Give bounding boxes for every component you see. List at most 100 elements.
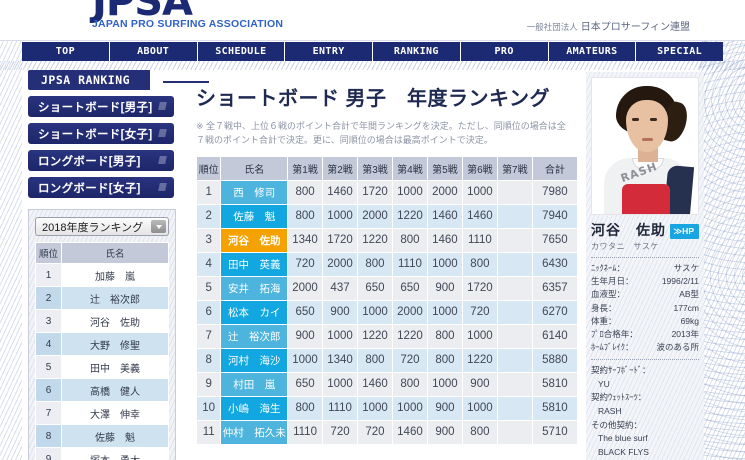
athlete-name-cell[interactable]: 河村 海沙	[220, 347, 289, 373]
heat-score-cell: 1220	[461, 347, 498, 373]
profile-field-value: 波のある所	[656, 342, 699, 353]
nav-item-ranking[interactable]: RANKING	[373, 42, 461, 61]
rank-cell: 7	[195, 323, 222, 349]
athlete-name-cell[interactable]: 西 修司	[220, 179, 289, 205]
sidebar-name-cell[interactable]: 大澤 伸幸	[61, 401, 169, 425]
sidebar-category-button-4[interactable]: ロングボード[女子]	[28, 177, 174, 198]
sidebar-table-row[interactable]: 8 佐藤 魁	[35, 424, 169, 448]
profile-name-bar: 河谷 佐助 ≫HP	[591, 220, 699, 240]
sidebar-table-row[interactable]: 7 大澤 伸幸	[35, 401, 169, 425]
site-logo[interactable]: JPSA JAPAN PRO SURFING ASSOCIATION	[92, 0, 283, 30]
athlete-name-cell[interactable]: 河谷 佐助	[220, 227, 289, 253]
nav-item-about[interactable]: ABOUT	[110, 42, 198, 61]
sidebar-table-row[interactable]: 4 大野 修聖	[35, 332, 169, 356]
total-score-cell: 5810	[531, 371, 579, 397]
table-row[interactable]: 2 佐藤 魁 800 1000 2000 1220 1460 1460 7940	[195, 203, 579, 229]
homepage-link-button[interactable]: ≫HP	[670, 224, 699, 239]
sidebar-name-cell[interactable]: 高橋 健人	[61, 378, 169, 402]
heat-score-cell: 900	[287, 323, 324, 349]
profile-contract-label: その他契約：	[591, 419, 643, 430]
sidebar-name-cell[interactable]: 大野 修聖	[61, 332, 169, 356]
nav-item-schedule[interactable]: SCHEDULE	[198, 42, 286, 61]
year-select-value: 2018年度ランキング	[42, 221, 144, 234]
sidebar-name-cell[interactable]: 辻 裕次郎	[61, 286, 169, 310]
heat-score-cell: 1720	[461, 275, 498, 301]
nav-item-pro[interactable]: PRO	[461, 42, 549, 61]
profile-contract-value: BLACK FLYS	[598, 446, 649, 457]
sidebar-name-cell[interactable]: 塚本 勇太	[61, 447, 169, 460]
heat-score-cell: 720	[391, 347, 428, 373]
total-score-cell: 7980	[531, 179, 579, 205]
athlete-name-cell[interactable]: 佐藤 魁	[220, 203, 289, 229]
athlete-name-cell[interactable]: 仲村 拓久未	[220, 419, 289, 445]
athlete-name-cell[interactable]: 小嶋 海生	[220, 395, 289, 421]
table-row[interactable]: 8 河村 海沙 1000 1340 800 720 800 1220 5880	[195, 347, 579, 373]
athlete-name-cell[interactable]: 安井 拓海	[220, 275, 289, 301]
heat-score-cell: 800	[391, 227, 428, 253]
heat-score-cell	[496, 179, 533, 205]
profile-contract-value: RASH	[598, 405, 622, 416]
wetsuit-red-panel	[622, 184, 670, 214]
chevron-down-icon[interactable]	[151, 220, 166, 233]
athlete-name-cell[interactable]: 辻 裕次郎	[220, 323, 289, 349]
ranking-note: ※ 全７戦中、上位６戦のポイント合計で年間ランキングを決定。ただし、同順位の場合…	[196, 121, 566, 145]
heat-score-cell: 900	[461, 371, 498, 397]
nav-item-special[interactable]: SPECIAL	[657, 46, 703, 57]
nav-wave-decoration	[0, 61, 745, 70]
heat-score-cell: 720	[322, 419, 358, 445]
heat-score-cell	[496, 203, 533, 229]
heat-score-cell: 1220	[357, 323, 393, 349]
heat-score-cell: 2000	[391, 299, 428, 325]
heat-score-cell: 800	[426, 323, 463, 349]
table-row[interactable]: 5 安井 拓海 2000 437 650 650 900 1720 6357	[195, 275, 579, 301]
sidebar-table-row[interactable]: 6 高橋 健人	[35, 378, 169, 402]
nav-item-amateurs[interactable]: AMATEURS	[549, 42, 637, 61]
sidebar-name-cell[interactable]: 田中 美義	[61, 355, 169, 379]
nav-item-top[interactable]: TOP	[22, 42, 110, 61]
heat-score-cell	[496, 419, 533, 445]
profile-contract-label: 契約ｳｪｯﾄｽｰﾂ：	[591, 392, 647, 403]
nav-item-entry[interactable]: ENTRY	[285, 42, 373, 61]
total-score-cell: 6430	[531, 251, 579, 277]
sidebar-table-row[interactable]: 9塚本 勇太	[35, 447, 169, 460]
sidebar-category-button-3[interactable]: ロングボード[男子]	[28, 150, 174, 171]
table-row[interactable]: 10 小嶋 海生 800 1110 1000 1000 900 1000 5810	[195, 395, 579, 421]
athlete-name-cell[interactable]: 田中 英義	[220, 251, 289, 277]
table-row[interactable]: 9 村田 嵐 650 1000 1460 800 1000 900 5810	[195, 371, 579, 397]
sidebar-category-button-1[interactable]: ショートボード[男子]	[28, 96, 174, 117]
table-row[interactable]: 6 松本 カイ 650 900 1000 2000 1000 720 6270	[195, 299, 579, 325]
sidebar-category-button-2[interactable]: ショートボード[女子]	[28, 123, 174, 144]
sidebar-table-row[interactable]: 5 田中 美義	[35, 355, 169, 379]
profile-field-list: ﾆｯｸﾈｰﾑ： サスケ 生年月日： 1996/2/11 血液型： AB型 身長： 177cm 体…	[591, 262, 699, 354]
left-eye	[632, 118, 639, 121]
sidebar-name-cell[interactable]: 加藤 嵐	[61, 263, 169, 287]
rank-col-header-7: 第6戦	[461, 155, 498, 181]
heat-score-cell: 900	[426, 419, 463, 445]
left-sidebar: JPSA RANKING ショートボード[男子] ショートボード[女子] ロングボー…	[28, 70, 209, 460]
profile-field-label: ﾌﾟﾛ合格年：	[591, 328, 638, 339]
profile-field-label: 身長：	[591, 302, 617, 313]
association-name: 一般社団法人 日本プロサーフィン連盟	[527, 18, 690, 33]
sidebar-table-row[interactable]: 1 加藤 嵐	[35, 263, 169, 287]
table-row[interactable]: 11 仲村 拓久未 1110 720 720 1460 900 800 5710	[195, 419, 579, 445]
athlete-name-cell[interactable]: 松本 カイ	[220, 299, 289, 325]
table-row[interactable]: 4 田中 英義 720 2000 800 1110 1000 800 6430	[195, 251, 579, 277]
sidebar-heading-rule	[163, 81, 209, 83]
year-select[interactable]: 2018年度ランキング	[35, 217, 169, 236]
rank-cell: 5	[195, 275, 222, 301]
sidebar-name-cell[interactable]: 河谷 佐助	[61, 309, 169, 333]
sidebar-table-row[interactable]: 3 河谷 佐助	[35, 309, 169, 333]
heat-score-cell	[496, 275, 533, 301]
athlete-name-cell[interactable]: 村田 嵐	[220, 371, 289, 397]
heat-score-cell: 800	[391, 371, 428, 397]
profile-field-label: 生年月日：	[591, 276, 634, 287]
sidebar-name-cell[interactable]: 佐藤 魁	[61, 424, 169, 448]
heat-score-cell: 1000	[391, 179, 428, 205]
table-row[interactable]: 3 河谷 佐助 1340 1720 1220 800 1460 1110 7650	[195, 227, 579, 253]
heat-score-cell: 800	[287, 203, 324, 229]
